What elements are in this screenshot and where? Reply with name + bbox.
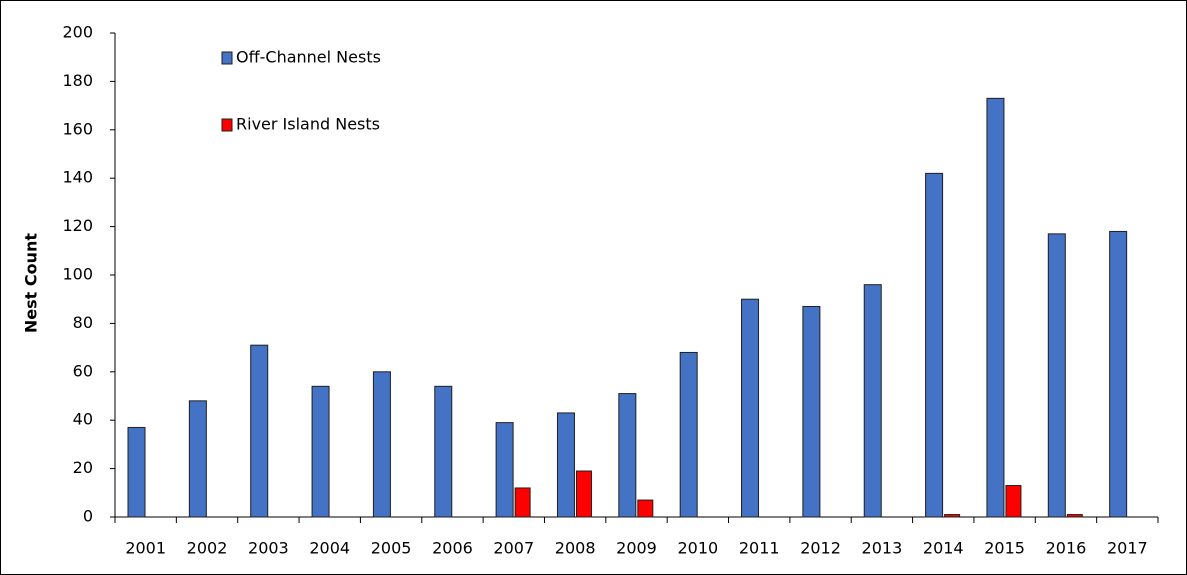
bar [514, 487, 531, 518]
x-tick-label: 2009 [616, 539, 657, 558]
legend-swatch [221, 51, 233, 65]
x-tick-label: 2011 [739, 539, 780, 558]
bar [495, 422, 514, 518]
y-tick-label: 0 [83, 507, 93, 526]
bar [741, 298, 760, 518]
x-tick-label: 2007 [493, 539, 534, 558]
y-tick-label: 160 [62, 119, 93, 138]
bar [1047, 233, 1066, 518]
x-tick-label: 2003 [248, 539, 289, 558]
bar [618, 393, 637, 518]
bar [1109, 230, 1128, 518]
x-tick-label: 2015 [984, 539, 1025, 558]
bar [311, 385, 330, 518]
legend-label: River Island Nests [236, 115, 380, 134]
bar [1005, 485, 1022, 518]
bar [250, 344, 269, 518]
x-tick-label: 2017 [1107, 539, 1148, 558]
bar [1066, 514, 1083, 518]
bar [127, 426, 146, 518]
x-tick-label: 2012 [800, 539, 841, 558]
legend-swatch [221, 118, 233, 132]
y-axis-label: Nest Count [22, 233, 41, 334]
x-tick-label: 2008 [555, 539, 596, 558]
x-tick-label: 2010 [677, 539, 718, 558]
legend-label: Off-Channel Nests [236, 48, 381, 67]
bar [188, 400, 207, 518]
y-tick-label: 80 [73, 313, 93, 332]
bar [802, 305, 821, 518]
bar [944, 514, 961, 518]
y-tick-label: 200 [62, 23, 93, 42]
y-tick-label: 20 [73, 458, 93, 477]
x-tick-label: 2002 [187, 539, 228, 558]
x-tick-label: 2014 [923, 539, 964, 558]
y-tick-label: 60 [73, 361, 93, 380]
bar [372, 371, 391, 518]
y-tick-label: 180 [62, 71, 93, 90]
x-tick-label: 2016 [1046, 539, 1087, 558]
bar [434, 385, 453, 518]
y-tick-label: 140 [62, 168, 93, 187]
x-tick-label: 2013 [862, 539, 903, 558]
x-tick-label: 2004 [309, 539, 350, 558]
x-tick-label: 2005 [371, 539, 412, 558]
x-tick-label: 2001 [125, 539, 166, 558]
y-tick-label: 100 [62, 265, 93, 284]
bar [637, 499, 654, 518]
x-tick-label: 2006 [432, 539, 473, 558]
y-tick-label: 120 [62, 216, 93, 235]
bar [575, 470, 592, 518]
bar [679, 351, 698, 518]
bar [986, 97, 1005, 518]
bar [556, 412, 575, 518]
y-tick-label: 40 [73, 410, 93, 429]
bar [925, 172, 944, 518]
bar [863, 284, 882, 518]
